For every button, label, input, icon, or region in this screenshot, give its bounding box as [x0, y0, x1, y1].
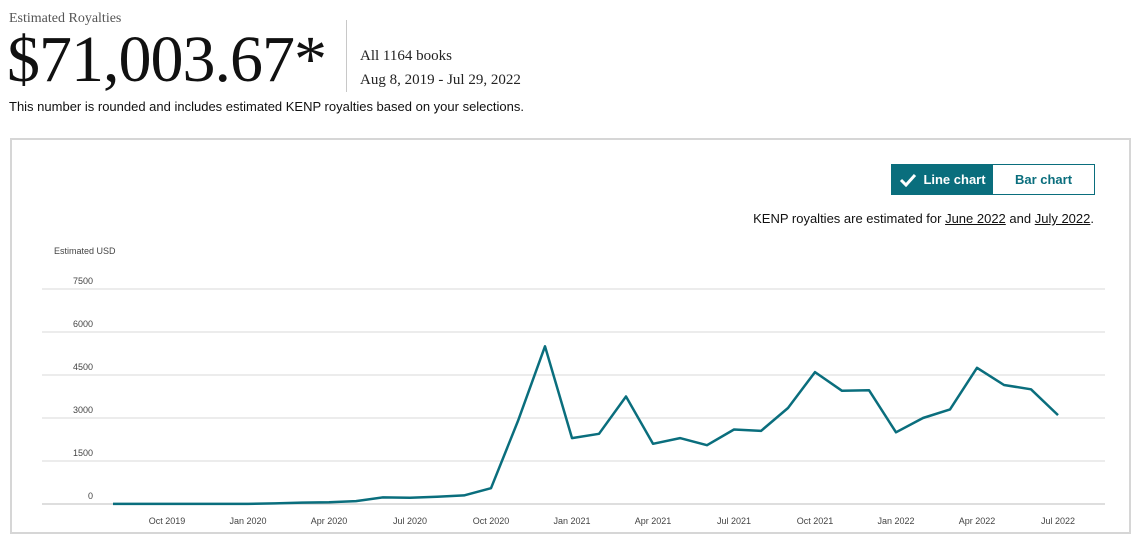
y-tick-label: 3000 [73, 405, 93, 415]
line-chart-label: Line chart [923, 172, 986, 187]
x-tick-label: Oct 2021 [797, 516, 834, 526]
estimated-royalties-label: Estimated Royalties [9, 11, 122, 26]
x-tick-label: Jan 2022 [877, 516, 914, 526]
kenp-note-prefix: KENP royalties are estimated for [753, 211, 946, 226]
chart-type-toggle: Line chart Bar chart [891, 164, 1095, 195]
kenp-note: KENP royalties are estimated for June 20… [753, 211, 1094, 226]
y-tick-label: 0 [88, 491, 93, 501]
rounding-disclaimer: This number is rounded and includes esti… [9, 99, 524, 114]
chart-panel [10, 138, 1131, 534]
royalties-series-line [113, 345, 1059, 506]
y-axis-title: Estimated USD [54, 246, 116, 256]
july-2022-link[interactable]: July 2022 [1034, 211, 1091, 226]
june-2022-link[interactable]: June 2022 [945, 211, 1006, 226]
y-tick-label: 7500 [73, 276, 93, 286]
check-icon [900, 173, 917, 187]
royalties-amount: $71,003.67* [7, 23, 327, 96]
x-tick-label: Oct 2019 [149, 516, 186, 526]
bar-chart-label: Bar chart [1014, 172, 1073, 187]
kenp-note-suffix: . [1090, 211, 1094, 226]
line-chart-button[interactable]: Line chart [892, 165, 993, 194]
x-tick-label: Jul 2020 [393, 516, 427, 526]
x-tick-label: Jul 2021 [717, 516, 751, 526]
bar-chart-button[interactable]: Bar chart [993, 165, 1094, 194]
y-tick-label: 4500 [73, 362, 93, 372]
date-range: Aug 8, 2019 - Jul 29, 2022 [360, 72, 521, 88]
x-tick-label: Jul 2022 [1041, 516, 1075, 526]
y-tick-label: 1500 [73, 448, 93, 458]
kenp-note-middle: and [1005, 211, 1035, 226]
x-tick-label: Apr 2021 [635, 516, 672, 526]
x-tick-label: Apr 2022 [959, 516, 996, 526]
x-tick-label: Jan 2021 [553, 516, 590, 526]
header-divider [346, 20, 347, 92]
x-tick-label: Apr 2020 [311, 516, 348, 526]
x-tick-label: Jan 2020 [229, 516, 266, 526]
books-scope: All 1164 books [360, 48, 452, 64]
y-tick-label: 6000 [73, 319, 93, 329]
x-tick-label: Oct 2020 [473, 516, 510, 526]
